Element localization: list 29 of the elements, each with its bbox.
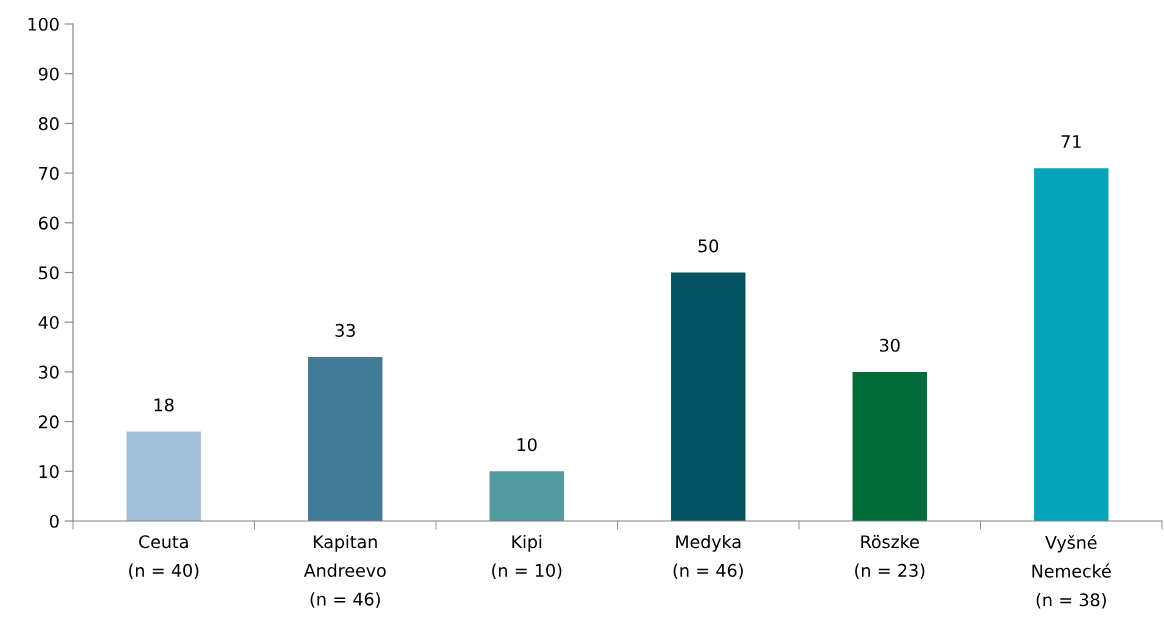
x-tick-label: Kapitan Andreevo (n = 46) [303, 534, 386, 608]
x-tick-label: Kipi (n = 10) [492, 534, 562, 580]
y-tick-label: 0 [49, 514, 59, 528]
y-tick-label: 60 [38, 216, 59, 230]
bar [671, 272, 746, 521]
data-label: 50 [698, 239, 719, 253]
y-tick-label: 10 [39, 465, 59, 479]
x-tick-label: Röszke (n = 23) [855, 534, 925, 580]
y-tick-label: 70 [39, 166, 59, 180]
y-tick-label: 40 [38, 315, 59, 330]
x-tick-label: Vyšné Nemecké (n = 38) [1032, 534, 1111, 609]
x-tick-label: Medyka (n = 46) [673, 534, 743, 580]
y-tick-label: 90 [38, 67, 59, 81]
bar [1034, 168, 1109, 521]
bar [126, 431, 201, 521]
bar [308, 356, 383, 521]
data-label: 33 [335, 323, 355, 337]
bar [852, 371, 927, 521]
bar [489, 471, 564, 521]
y-tick-label: 50 [39, 266, 59, 280]
data-label: 10 [517, 438, 537, 452]
data-label: 71 [1061, 135, 1081, 148]
x-tick-label: Ceuta (n = 40) [129, 535, 199, 580]
y-tick-label: 30 [39, 365, 59, 379]
y-tick-label: 100 [28, 17, 59, 31]
data-label: 30 [880, 338, 900, 352]
y-tick-label: 80 [38, 117, 59, 131]
y-tick-label: 20 [38, 415, 59, 429]
data-label: 18 [154, 398, 174, 412]
